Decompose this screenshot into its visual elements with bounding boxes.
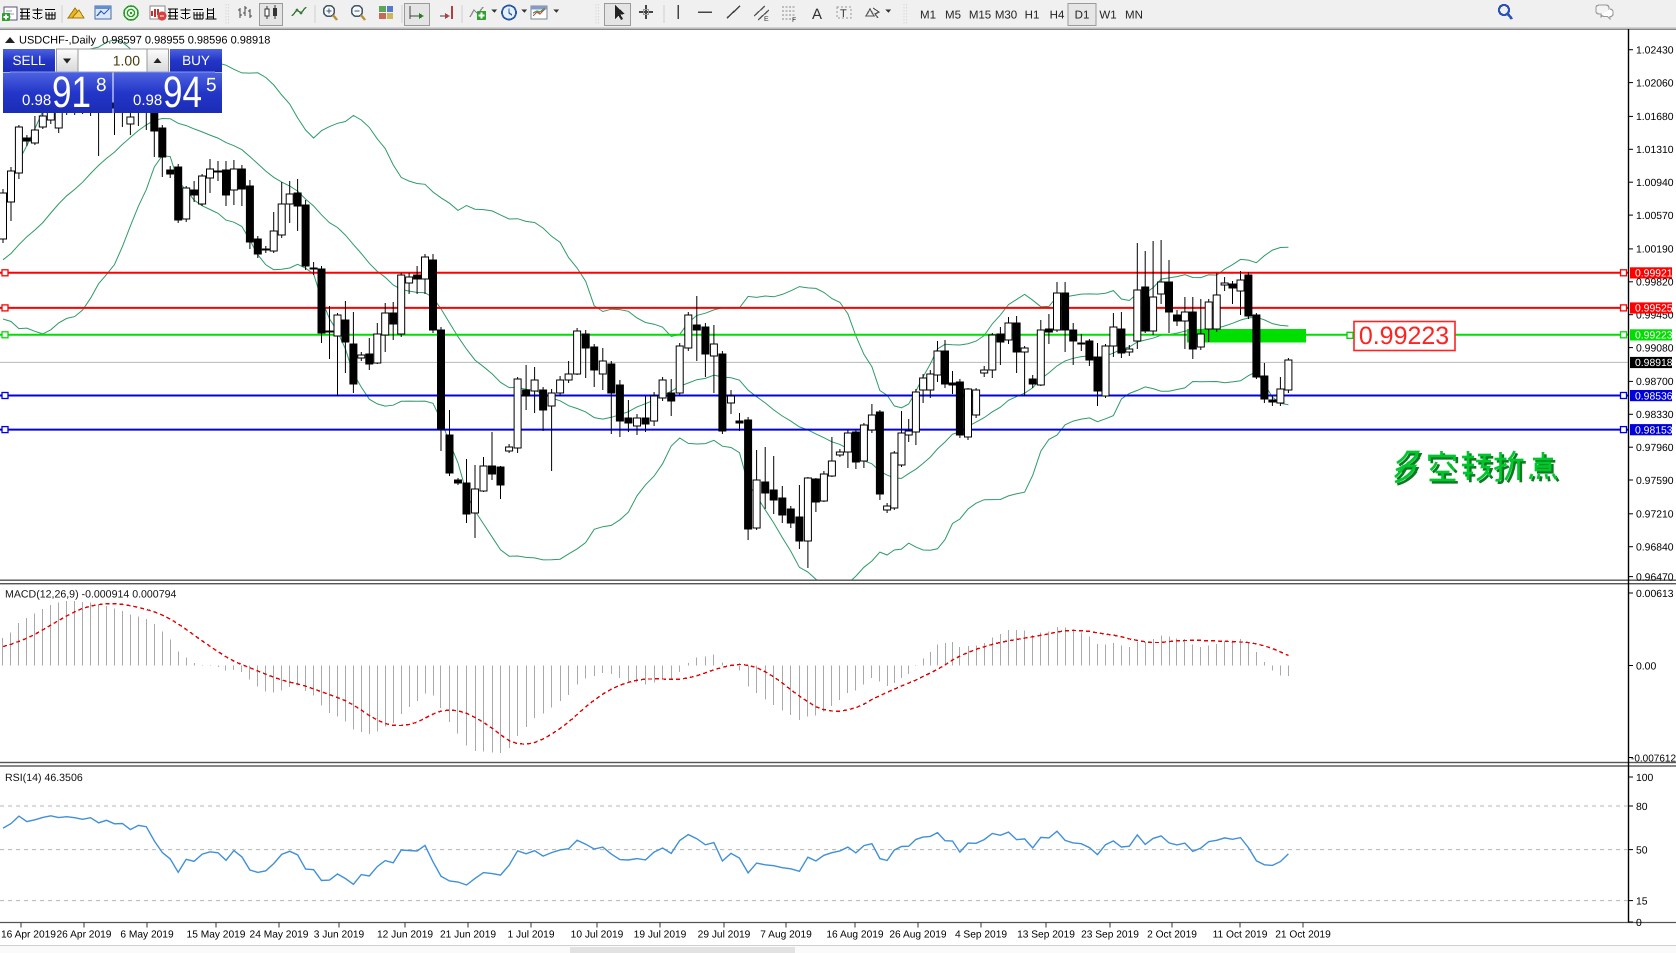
svg-text:94: 94	[163, 68, 202, 117]
svg-text:5: 5	[206, 75, 217, 96]
svg-text:0.99223: 0.99223	[1635, 331, 1673, 342]
svg-text:1 Jul 2019: 1 Jul 2019	[507, 930, 554, 941]
svg-text:T: T	[840, 8, 847, 20]
svg-text:1.01310: 1.01310	[1636, 145, 1674, 156]
svg-text:19 Jul 2019: 19 Jul 2019	[634, 930, 687, 941]
svg-text:RSI(14) 46.3506: RSI(14) 46.3506	[5, 772, 83, 784]
svg-text:8: 8	[96, 75, 107, 96]
svg-text:0.98700: 0.98700	[1636, 377, 1674, 388]
svg-text:11 Oct 2019: 11 Oct 2019	[1213, 930, 1268, 941]
svg-text:24 May 2019: 24 May 2019	[250, 930, 309, 941]
svg-text:91: 91	[52, 68, 91, 117]
svg-text:0.96470: 0.96470	[1636, 572, 1674, 583]
svg-text:21 Jun 2019: 21 Jun 2019	[440, 930, 496, 941]
svg-text:13 Sep 2019: 13 Sep 2019	[1017, 930, 1075, 941]
svg-text:0.98918: 0.98918	[1635, 358, 1673, 369]
svg-text:16 Aug 2019: 16 Aug 2019	[826, 930, 884, 941]
svg-text:0.98: 0.98	[133, 92, 162, 109]
svg-text:1.00940: 1.00940	[1636, 178, 1674, 189]
svg-text:2 Oct 2019: 2 Oct 2019	[1147, 930, 1197, 941]
svg-text:3 Jun 2019: 3 Jun 2019	[314, 930, 365, 941]
svg-text:6 May 2019: 6 May 2019	[120, 930, 174, 941]
svg-text:7 Aug 2019: 7 Aug 2019	[760, 930, 812, 941]
svg-text:0.99921: 0.99921	[1635, 269, 1673, 280]
svg-text:4 Sep 2019: 4 Sep 2019	[955, 930, 1007, 941]
svg-text:H4: H4	[1050, 10, 1065, 22]
svg-text:0.96840: 0.96840	[1636, 543, 1674, 554]
svg-text:12 Jun 2019: 12 Jun 2019	[377, 930, 433, 941]
svg-text:USDCHF-,Daily 0.98597 0.98955: USDCHF-,Daily 0.98597 0.98955 0.98596 0.…	[19, 35, 270, 47]
svg-text:50: 50	[1636, 845, 1648, 856]
svg-text:23 Sep 2019: 23 Sep 2019	[1081, 930, 1139, 941]
svg-text:0.97960: 0.97960	[1636, 443, 1674, 454]
svg-text:M5: M5	[945, 10, 961, 22]
svg-text:0.99080: 0.99080	[1636, 343, 1674, 354]
svg-text:MACD(12,26,9) -0.000914 0.0007: MACD(12,26,9) -0.000914 0.000794	[5, 589, 176, 601]
svg-text:0.98536: 0.98536	[1635, 391, 1673, 402]
svg-text:16 Apr 2019: 16 Apr 2019	[1, 930, 56, 941]
svg-text:1.00570: 1.00570	[1636, 211, 1674, 222]
svg-text:H1: H1	[1025, 10, 1040, 22]
svg-text:0.98153: 0.98153	[1635, 425, 1673, 436]
svg-text:26 Aug 2019: 26 Aug 2019	[889, 930, 947, 941]
svg-text:F: F	[792, 17, 796, 24]
svg-text:29 Jul 2019: 29 Jul 2019	[698, 930, 751, 941]
svg-text:15: 15	[1636, 896, 1648, 907]
svg-text:0.98330: 0.98330	[1636, 410, 1674, 421]
svg-text:0.00: 0.00	[1636, 661, 1656, 672]
svg-text:SELL: SELL	[12, 53, 46, 68]
svg-text:M30: M30	[995, 10, 1017, 22]
svg-text:0.99525: 0.99525	[1635, 304, 1673, 315]
svg-text:A: A	[812, 6, 822, 23]
svg-text:M1: M1	[920, 10, 936, 22]
svg-text:1.02430: 1.02430	[1636, 46, 1674, 57]
svg-text:M15: M15	[969, 10, 991, 22]
svg-text:E: E	[764, 16, 769, 23]
svg-text:80: 80	[1636, 802, 1648, 813]
svg-text:BUY: BUY	[182, 53, 210, 68]
svg-text:0.99450: 0.99450	[1636, 311, 1674, 322]
svg-text:0.97590: 0.97590	[1636, 476, 1674, 487]
svg-text:26 Apr 2019: 26 Apr 2019	[57, 930, 112, 941]
svg-text:0.00613: 0.00613	[1636, 589, 1674, 600]
svg-text:10 Jul 2019: 10 Jul 2019	[571, 930, 624, 941]
svg-text:1.02060: 1.02060	[1636, 78, 1674, 89]
svg-text:1.01680: 1.01680	[1636, 112, 1674, 123]
svg-text:0.97210: 0.97210	[1636, 510, 1674, 521]
svg-text:0: 0	[1636, 918, 1642, 929]
svg-text:0.99223: 0.99223	[1359, 322, 1449, 350]
svg-text:W1: W1	[1099, 10, 1116, 22]
svg-text:100: 100	[1636, 773, 1654, 784]
svg-text:MN: MN	[1125, 10, 1143, 22]
svg-text:1.00190: 1.00190	[1636, 245, 1674, 256]
svg-text:0.98: 0.98	[22, 92, 51, 109]
svg-text:D1: D1	[1075, 10, 1090, 22]
svg-text:0.99820: 0.99820	[1636, 278, 1674, 289]
svg-text:21 Oct 2019: 21 Oct 2019	[1275, 930, 1331, 941]
svg-text:15 May 2019: 15 May 2019	[187, 930, 246, 941]
svg-text:-0.007612: -0.007612	[1631, 753, 1676, 764]
svg-text:1.00: 1.00	[113, 53, 140, 69]
